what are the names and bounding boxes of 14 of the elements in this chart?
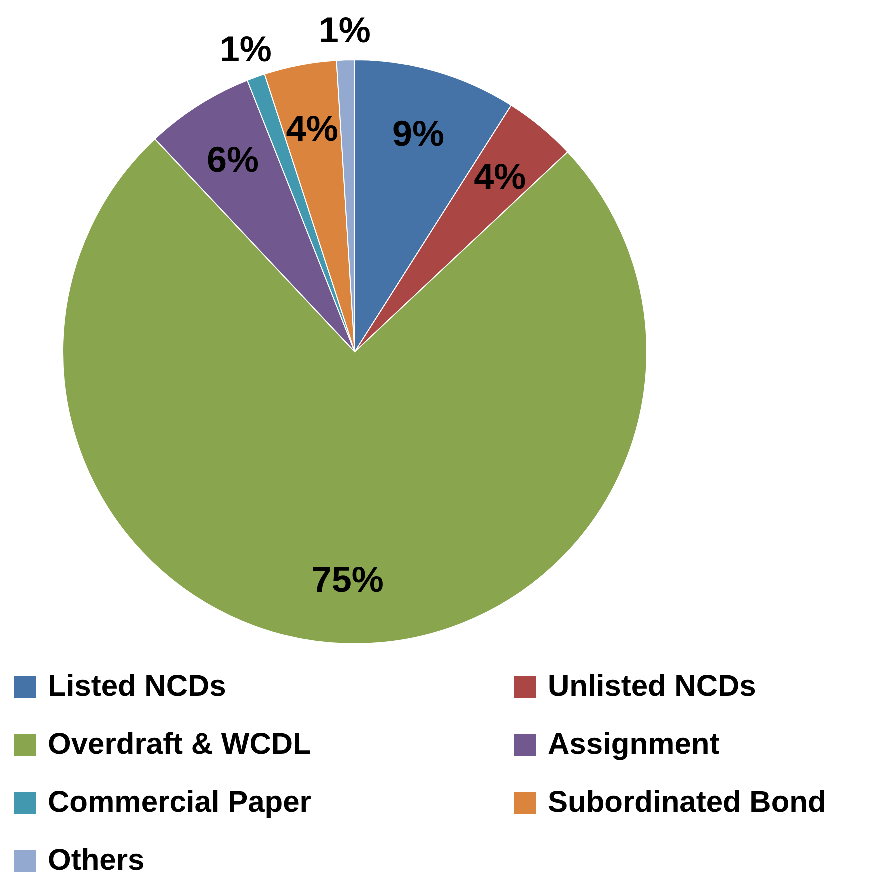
- legend-label: Commercial Paper: [48, 786, 312, 820]
- data-label: 4%: [474, 156, 526, 198]
- legend-label: Others: [48, 844, 145, 877]
- data-label: 75%: [312, 559, 384, 600]
- data-label: 9%: [392, 112, 445, 154]
- legend-label: Unlisted NCDs: [548, 670, 756, 704]
- data-label: 6%: [206, 139, 259, 180]
- data-label: 4%: [286, 108, 338, 149]
- legend-label: Subordinated Bond: [548, 786, 826, 820]
- legend-label: Overdraft & WCDL: [48, 728, 312, 762]
- legend-label: Assignment: [548, 728, 720, 762]
- data-label: 1%: [220, 28, 272, 70]
- data-label: 1%: [318, 10, 371, 51]
- legend-label: Listed NCDs: [48, 670, 226, 704]
